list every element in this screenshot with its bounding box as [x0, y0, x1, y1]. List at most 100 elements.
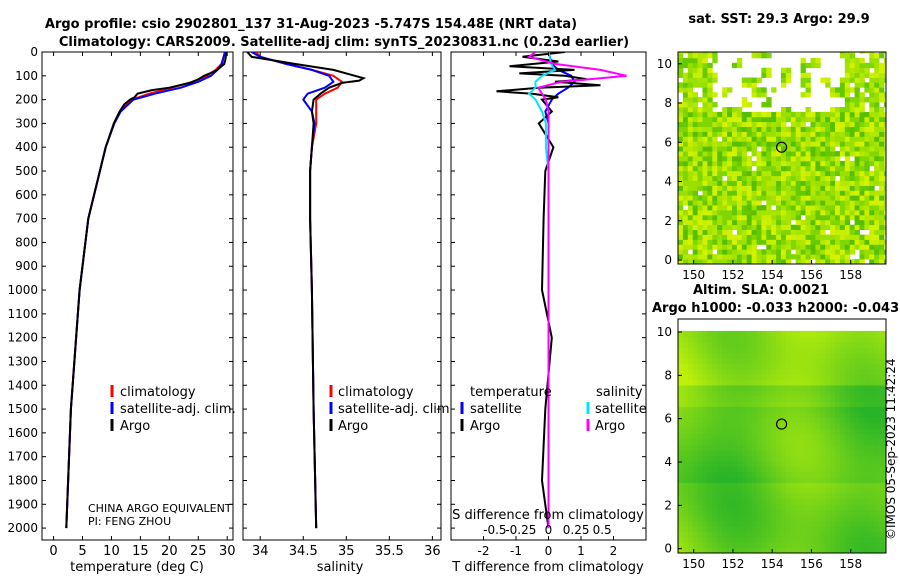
map-cell — [864, 466, 870, 473]
map-cell — [790, 126, 797, 132]
map-cell — [844, 229, 851, 235]
map-cell — [800, 126, 806, 132]
map-cell — [800, 547, 806, 553]
map-cell — [830, 165, 836, 172]
map-cell — [732, 195, 738, 201]
map-cell — [687, 190, 694, 196]
map-cell — [736, 160, 743, 167]
map-cell — [864, 444, 870, 451]
map-cell — [707, 52, 713, 54]
map-cell — [687, 214, 694, 221]
map-cell — [776, 180, 782, 186]
map-cell — [771, 229, 777, 235]
map-cell — [835, 385, 841, 391]
map-cell — [741, 102, 748, 108]
map-cell — [687, 121, 694, 127]
map-cell — [805, 165, 811, 172]
map-cell — [869, 542, 875, 548]
map-cell — [702, 363, 708, 370]
map-cell — [746, 170, 752, 177]
map-cell — [776, 482, 782, 489]
map-cell — [771, 531, 777, 538]
map-cell — [844, 126, 851, 132]
map-cell — [849, 170, 855, 177]
map-cell — [727, 136, 733, 142]
map-cell — [781, 160, 787, 167]
map-cell — [874, 53, 880, 59]
map-cell — [756, 254, 762, 260]
map-cell — [805, 136, 811, 142]
map-cell — [795, 379, 801, 386]
map-cell — [766, 395, 772, 402]
map-cell — [820, 482, 826, 489]
map-cell — [810, 195, 816, 201]
map-cell — [879, 531, 885, 538]
map-cell — [879, 385, 885, 391]
map-cell — [884, 504, 886, 511]
map-cell — [712, 229, 718, 235]
map-cell — [825, 493, 831, 500]
map-cell — [830, 160, 836, 167]
map-cell — [751, 455, 757, 462]
map-cell — [879, 205, 885, 211]
map-cell — [820, 385, 826, 391]
map-cell — [712, 498, 718, 505]
map-cell — [800, 200, 806, 206]
map-cell — [756, 450, 762, 456]
map-cell — [800, 358, 806, 364]
map-cell — [825, 455, 831, 462]
map-cell — [732, 531, 738, 538]
map-cell — [825, 210, 831, 216]
map-cell — [712, 136, 718, 142]
map-cell — [790, 195, 797, 201]
map-cell — [727, 175, 733, 181]
map-cell — [746, 412, 752, 418]
map-cell — [830, 341, 836, 348]
map-cell — [815, 136, 821, 142]
map-cell — [785, 455, 792, 462]
map-cell — [697, 170, 703, 177]
map-cell — [854, 146, 860, 152]
map-cell — [810, 234, 816, 240]
map-cell — [702, 97, 708, 103]
map-cell — [771, 151, 777, 157]
map-cell — [820, 239, 826, 245]
map-cell — [844, 466, 851, 473]
map-cell — [678, 460, 684, 467]
map-cell — [844, 77, 851, 83]
map-cell — [678, 504, 684, 511]
map-cell — [820, 509, 826, 516]
map-ytick-label: 0 — [664, 253, 672, 267]
map-cell — [795, 395, 801, 402]
map-cell — [678, 471, 684, 478]
map-cell — [884, 249, 886, 255]
map-cell — [785, 165, 792, 172]
map-cell — [697, 390, 703, 397]
map-cell — [884, 111, 886, 118]
map-cell — [741, 466, 748, 473]
map-cell — [692, 439, 698, 446]
map-cell — [697, 72, 703, 78]
map-cell — [678, 102, 684, 108]
map-cell — [702, 466, 708, 473]
map-cell — [839, 542, 846, 548]
map-cell — [864, 450, 870, 456]
map-cell — [859, 111, 865, 118]
map-cell — [692, 77, 698, 83]
map-cell — [820, 224, 826, 230]
map-cell — [771, 146, 777, 152]
map-cell — [702, 214, 708, 221]
map-cell — [682, 170, 689, 177]
map-cell — [815, 121, 821, 127]
map-cell — [869, 156, 875, 162]
map-cell — [869, 62, 875, 69]
map-cell — [839, 87, 846, 93]
map-cell — [825, 515, 831, 521]
map-cell — [859, 239, 865, 245]
map-cell — [849, 151, 855, 157]
map-cell — [697, 428, 703, 435]
map-cell — [815, 460, 821, 467]
map-cell — [781, 428, 787, 435]
map-cell — [766, 131, 772, 137]
map-cell — [790, 412, 797, 418]
